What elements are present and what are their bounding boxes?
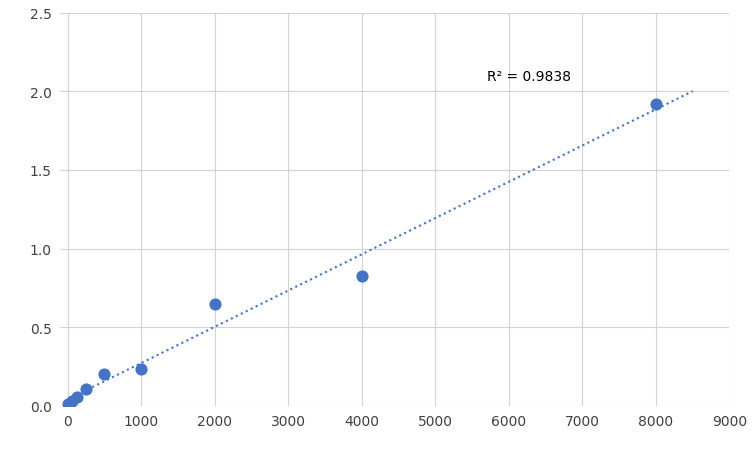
Point: [208, 300, 220, 308]
Point: [66, 397, 78, 405]
Point: [71, 393, 83, 400]
Point: [80, 385, 92, 392]
Point: [99, 370, 111, 377]
Point: [650, 101, 662, 108]
Point: [62, 400, 74, 407]
Text: R² = 0.9838: R² = 0.9838: [487, 70, 571, 84]
Point: [356, 273, 368, 280]
Point: [135, 366, 147, 373]
